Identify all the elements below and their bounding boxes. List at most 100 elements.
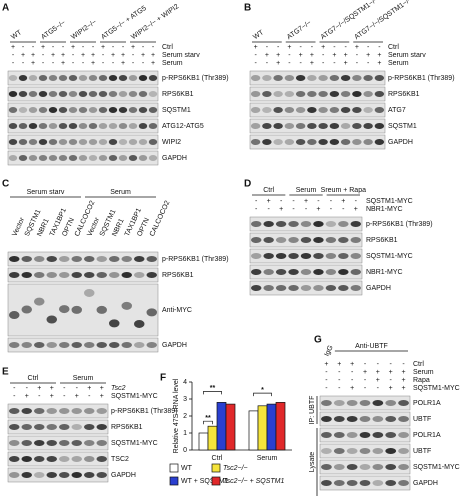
sign: - [112, 60, 115, 67]
band [374, 91, 385, 97]
sign: + [276, 60, 280, 67]
sign: + [341, 198, 345, 205]
band [98, 155, 108, 161]
sign: - [26, 385, 29, 392]
band [385, 448, 397, 454]
band [96, 305, 107, 314]
sign: + [279, 206, 283, 213]
band [313, 237, 324, 243]
bar [225, 403, 236, 451]
legend-label: WT [181, 465, 193, 472]
blot-label: SQSTM1 [162, 107, 191, 114]
band [108, 123, 118, 129]
sign: + [121, 60, 125, 67]
sign: - [377, 361, 380, 368]
band [28, 107, 38, 113]
sign: - [13, 393, 16, 400]
sign: - [299, 44, 302, 51]
band [96, 472, 107, 478]
blot-label: GAPDH [111, 472, 136, 479]
band [84, 456, 95, 462]
band [340, 91, 351, 97]
sign: - [142, 60, 145, 67]
band [121, 256, 132, 262]
sign: + [11, 44, 15, 51]
band [359, 432, 371, 438]
band [313, 253, 324, 259]
sign: - [266, 44, 269, 51]
band [288, 221, 299, 227]
band [68, 123, 78, 129]
blot [7, 283, 159, 337]
panel-label: A [2, 3, 9, 14]
band [288, 237, 299, 243]
band [363, 107, 373, 113]
band [262, 139, 272, 145]
band [128, 75, 138, 81]
band [313, 269, 324, 275]
bar [266, 403, 277, 451]
sign: + [304, 198, 308, 205]
band [284, 139, 295, 145]
band [275, 237, 287, 243]
sig-label: ** [210, 385, 216, 392]
band [34, 440, 45, 446]
band [300, 253, 312, 259]
panel-label: F [160, 373, 166, 384]
sign: + [50, 385, 54, 392]
sign: - [330, 198, 333, 205]
sign: + [61, 52, 65, 59]
sign: + [25, 393, 29, 400]
legend-label: Tsc2−/− + SQSTM1 [223, 478, 285, 485]
sign: + [81, 52, 85, 59]
band [34, 472, 45, 478]
x-tick-label: Ctrl [212, 455, 223, 462]
band [59, 440, 70, 446]
sign: - [342, 206, 345, 213]
sign: - [63, 385, 66, 392]
sign: - [292, 206, 295, 213]
band [262, 75, 272, 81]
band [288, 253, 299, 259]
band [284, 107, 295, 113]
blot-label: POLR1A [413, 400, 441, 407]
band [48, 155, 58, 161]
blot-label: p-RPS6KB1 (Thr389) [162, 256, 229, 263]
sign: - [390, 361, 393, 368]
band [398, 480, 409, 486]
sign: - [102, 60, 105, 67]
band [84, 342, 95, 348]
band [8, 107, 18, 113]
blot [249, 264, 363, 280]
band [84, 424, 95, 430]
panel-label: G [314, 335, 322, 346]
band [34, 408, 45, 414]
sign: - [22, 44, 25, 51]
sign: + [267, 198, 271, 205]
band [121, 301, 132, 310]
band [398, 400, 409, 406]
sign: + [287, 44, 291, 51]
band [21, 472, 32, 478]
sign: + [310, 52, 314, 59]
band [134, 272, 145, 278]
sign: + [61, 60, 65, 67]
blot [319, 443, 411, 459]
band [307, 123, 317, 129]
band [263, 237, 274, 243]
band [273, 123, 283, 129]
band [307, 139, 317, 145]
band [300, 269, 312, 275]
band [295, 107, 306, 113]
sign: - [288, 60, 291, 67]
sign: + [377, 52, 381, 59]
band [71, 272, 82, 278]
sign: + [100, 393, 104, 400]
band [58, 139, 68, 145]
blot-label: NBR1-MYC [366, 269, 403, 276]
sign: - [356, 52, 359, 59]
band [372, 432, 384, 438]
sign: - [22, 60, 25, 67]
band [88, 139, 98, 145]
